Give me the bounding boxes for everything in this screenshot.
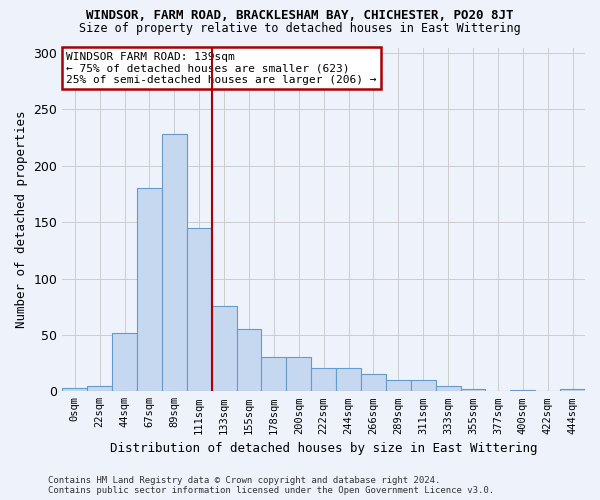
Bar — [286, 358, 311, 392]
Bar — [361, 374, 386, 392]
Bar — [187, 228, 212, 392]
Text: WINDSOR, FARM ROAD, BRACKLESHAM BAY, CHICHESTER, PO20 8JT: WINDSOR, FARM ROAD, BRACKLESHAM BAY, CHI… — [86, 9, 514, 22]
Text: WINDSOR FARM ROAD: 139sqm
← 75% of detached houses are smaller (623)
25% of semi: WINDSOR FARM ROAD: 139sqm ← 75% of detac… — [67, 52, 377, 85]
Bar — [62, 388, 87, 392]
Bar — [262, 358, 286, 392]
Bar — [87, 386, 112, 392]
Bar — [162, 134, 187, 392]
Bar — [461, 389, 485, 392]
Bar — [137, 188, 162, 392]
Bar — [411, 380, 436, 392]
Bar — [311, 368, 336, 392]
X-axis label: Distribution of detached houses by size in East Wittering: Distribution of detached houses by size … — [110, 442, 538, 455]
Bar — [212, 306, 236, 392]
Text: Contains HM Land Registry data © Crown copyright and database right 2024.
Contai: Contains HM Land Registry data © Crown c… — [48, 476, 494, 495]
Bar — [511, 390, 535, 392]
Bar — [386, 380, 411, 392]
Bar — [436, 386, 461, 392]
Bar — [236, 330, 262, 392]
Text: Size of property relative to detached houses in East Wittering: Size of property relative to detached ho… — [79, 22, 521, 35]
Bar — [336, 368, 361, 392]
Bar — [112, 332, 137, 392]
Y-axis label: Number of detached properties: Number of detached properties — [15, 110, 28, 328]
Bar — [560, 389, 585, 392]
